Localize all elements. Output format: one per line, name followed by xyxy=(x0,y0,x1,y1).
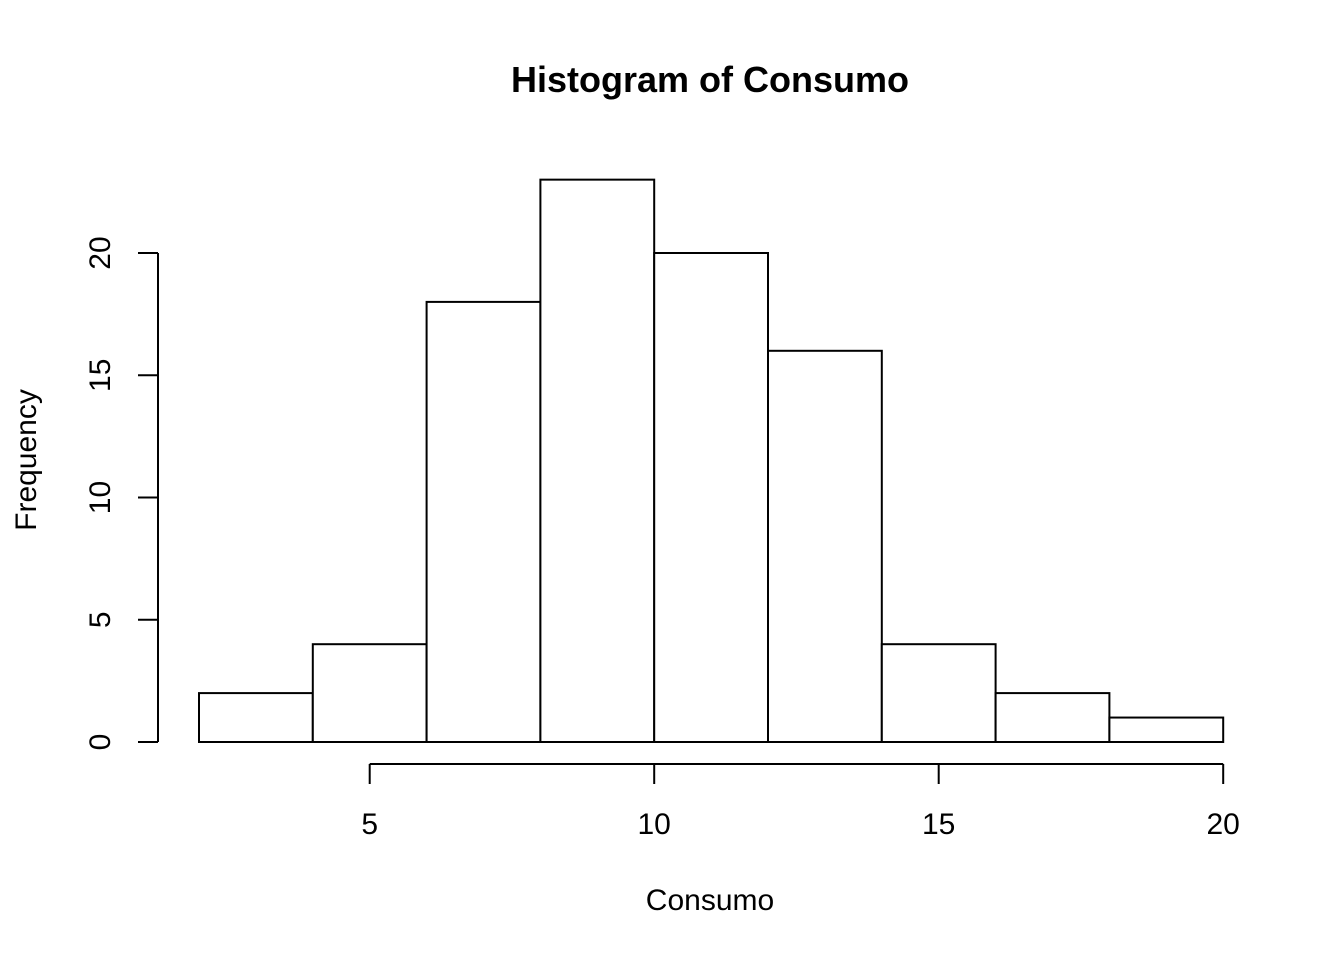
histogram-bar-5 xyxy=(767,349,883,743)
y-tick-label: 10 xyxy=(84,481,117,514)
chart-title: Histogram of Consumo xyxy=(511,59,909,100)
x-axis-title: Consumo xyxy=(646,884,774,917)
histogram-bar-7 xyxy=(994,692,1111,743)
histogram-bar-6 xyxy=(880,643,997,744)
x-tick-label: 10 xyxy=(638,808,671,841)
histogram-bar-2 xyxy=(425,300,542,743)
x-axis: 5 10 15 20 xyxy=(361,763,1240,841)
histogram-bar-3 xyxy=(539,178,656,743)
x-tick-label: 20 xyxy=(1207,808,1240,841)
y-tick-label: 15 xyxy=(84,359,117,392)
y-tick-label: 20 xyxy=(84,236,117,269)
histogram-bar-1 xyxy=(311,643,428,744)
histogram-bar-0 xyxy=(198,692,314,743)
histogram-bar-4 xyxy=(653,252,770,743)
x-tick-label: 15 xyxy=(922,808,955,841)
bars-group xyxy=(198,178,1225,744)
y-tick-label: 0 xyxy=(84,734,117,751)
histogram-bar-8 xyxy=(1108,716,1225,743)
y-tick-label: 5 xyxy=(84,611,117,628)
x-tick-label: 5 xyxy=(361,808,378,841)
y-axis-title: Frequency xyxy=(10,389,43,531)
y-axis: 0 5 10 15 20 xyxy=(84,236,159,751)
